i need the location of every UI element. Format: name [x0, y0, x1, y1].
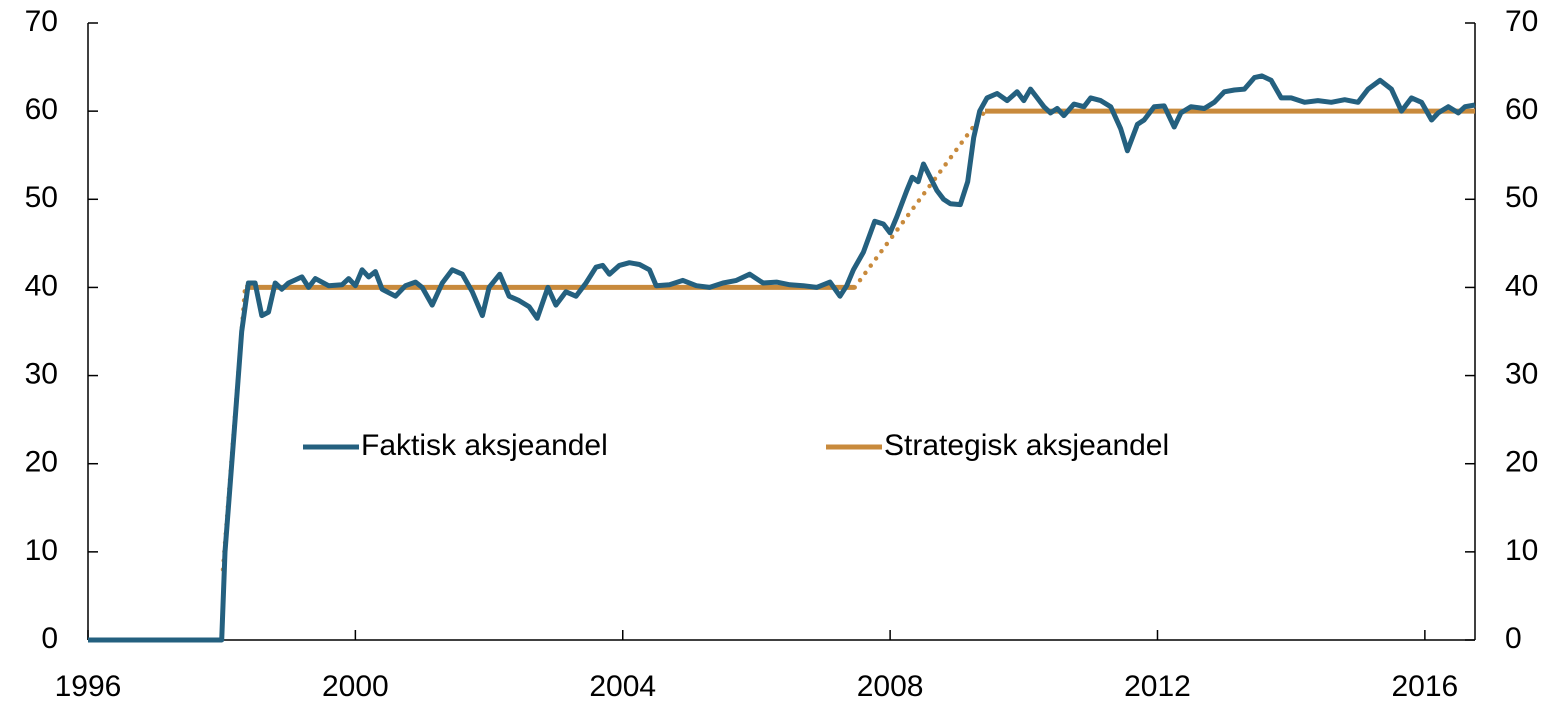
y-tick-label: 30 [25, 357, 58, 390]
y2-tick-label: 0 [1505, 622, 1522, 655]
series-line [88, 108, 1475, 643]
x-tick-label: 2016 [1391, 670, 1458, 701]
y2-tick-label: 10 [1505, 534, 1538, 567]
y2-tick-label: 30 [1505, 357, 1538, 390]
y2-tick-label: 20 [1505, 446, 1538, 479]
y2-tick-label: 70 [1505, 5, 1538, 38]
x-tick-label: 2004 [589, 670, 656, 701]
y-tick-label: 50 [25, 181, 58, 214]
y2-tick-label: 60 [1505, 93, 1538, 126]
legend: Faktisk aksjeandel Strategisk aksjeandel [303, 429, 1169, 462]
y-tick-label: 0 [41, 622, 58, 655]
x-tick-label: 2000 [322, 670, 389, 701]
y2-tick-label: 50 [1505, 181, 1538, 214]
series-line [88, 73, 1476, 643]
y-tick-label: 60 [25, 93, 58, 126]
y-tick-label: 20 [25, 446, 58, 479]
x-tick-label: 2012 [1124, 670, 1191, 701]
legend-label: Faktisk aksjeandel [361, 429, 608, 462]
y-tick-label: 40 [25, 269, 58, 302]
plot [88, 73, 1476, 643]
transition-line [220, 108, 988, 572]
x-tick-label: 2008 [857, 670, 924, 701]
y-tick-label: 70 [25, 5, 58, 38]
legend-label: Strategisk aksjeandel [884, 429, 1169, 462]
y2-tick-label: 40 [1505, 269, 1538, 302]
x-tick-label: 1996 [55, 670, 122, 701]
axes: 0 10 20 30 40 50 60 70 0 10 20 30 40 50 60 70 1996 2000 20… [25, 5, 1539, 701]
y-tick-label: 10 [25, 534, 58, 567]
